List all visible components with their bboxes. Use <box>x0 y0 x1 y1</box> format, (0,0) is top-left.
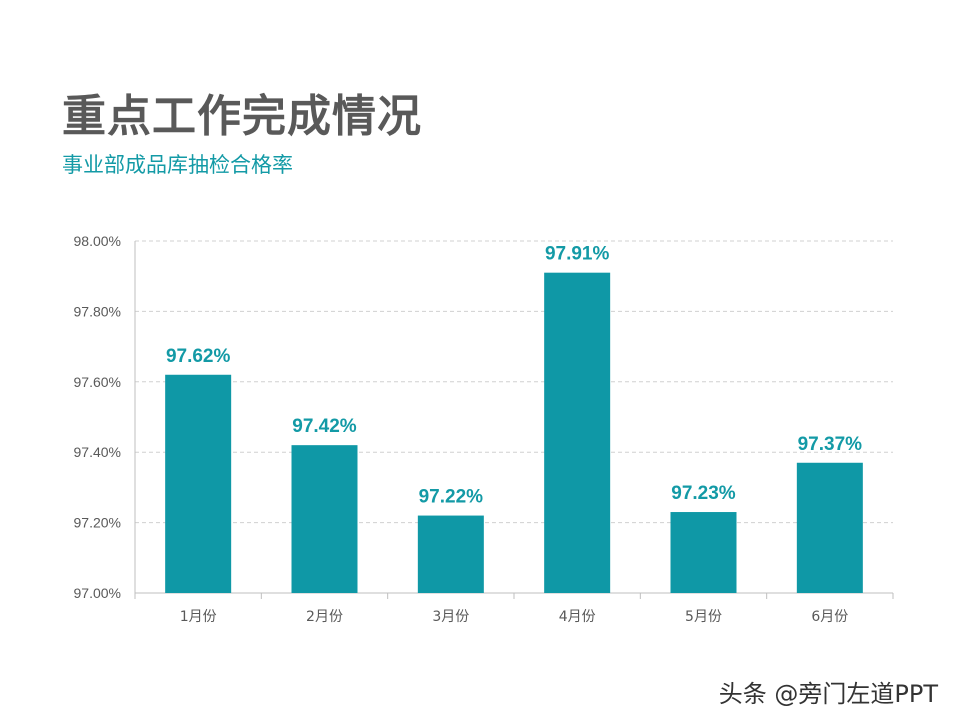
x-tick-label: 4月份 <box>559 609 596 625</box>
x-tick-label: 2月份 <box>306 609 343 625</box>
page-title: 重点工作完成情况 <box>62 91 422 142</box>
watermark: 头条 @旁门左道PPT <box>718 680 938 708</box>
bar <box>796 462 863 593</box>
data-label: 97.37% <box>798 434 863 455</box>
y-tick-label: 97.60% <box>74 374 121 390</box>
bar <box>670 512 737 593</box>
bar <box>544 272 611 593</box>
y-tick-label: 97.20% <box>74 515 121 531</box>
data-label: 97.62% <box>166 346 231 367</box>
bar <box>291 445 358 593</box>
data-label: 97.23% <box>671 483 736 504</box>
y-tick-label: 98.00% <box>74 233 121 249</box>
bar <box>165 374 232 593</box>
x-tick-label: 3月份 <box>432 609 469 625</box>
bar <box>417 515 484 593</box>
y-tick-label: 97.00% <box>74 585 121 601</box>
x-tick-label: 1月份 <box>180 609 217 625</box>
data-label: 97.22% <box>419 487 484 508</box>
x-tick-label: 5月份 <box>685 609 722 625</box>
y-tick-label: 97.40% <box>74 444 121 460</box>
y-tick-label: 97.80% <box>74 303 121 319</box>
data-label: 97.42% <box>292 416 357 437</box>
chart-subtitle: 事业部成品库抽检合格率 <box>62 153 293 177</box>
data-label: 97.91% <box>545 244 610 265</box>
x-tick-label: 6月份 <box>811 609 848 625</box>
